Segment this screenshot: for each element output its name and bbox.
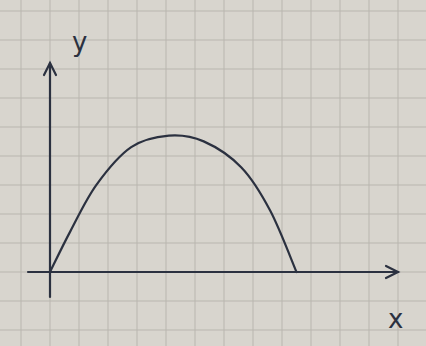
paper-line (137, 0, 138, 346)
paper-line (0, 127, 426, 128)
paper-line (224, 0, 225, 346)
y-label: y (72, 27, 87, 57)
paper-line (0, 330, 426, 331)
paper (0, 0, 426, 346)
paper-line (253, 0, 254, 346)
paper-line (0, 98, 426, 99)
x-axis (28, 271, 398, 273)
paper-line (195, 0, 196, 346)
paper-line (0, 11, 426, 12)
x-arrow (386, 266, 398, 278)
chart: yx (0, 0, 426, 346)
paper-line (0, 40, 426, 41)
paper-line (0, 69, 426, 70)
paper-line (340, 0, 341, 346)
x-label: x (388, 304, 403, 334)
paper-line (0, 301, 426, 302)
paper-line (21, 0, 22, 346)
paper-line (0, 214, 426, 215)
axes (28, 63, 398, 297)
curve (50, 135, 297, 272)
paper-line (369, 0, 370, 346)
y-arrow (44, 63, 56, 75)
plot-area (50, 135, 297, 272)
paper-grid (0, 0, 426, 346)
paper-line (0, 185, 426, 186)
paper-line (0, 156, 426, 157)
paper-line (398, 0, 399, 346)
paper-line (311, 0, 312, 346)
paper-line (282, 0, 283, 346)
paper-line (108, 0, 109, 346)
paper-line (166, 0, 167, 346)
y-axis (49, 63, 51, 297)
paper-line (50, 0, 51, 346)
paper-line (0, 272, 426, 273)
